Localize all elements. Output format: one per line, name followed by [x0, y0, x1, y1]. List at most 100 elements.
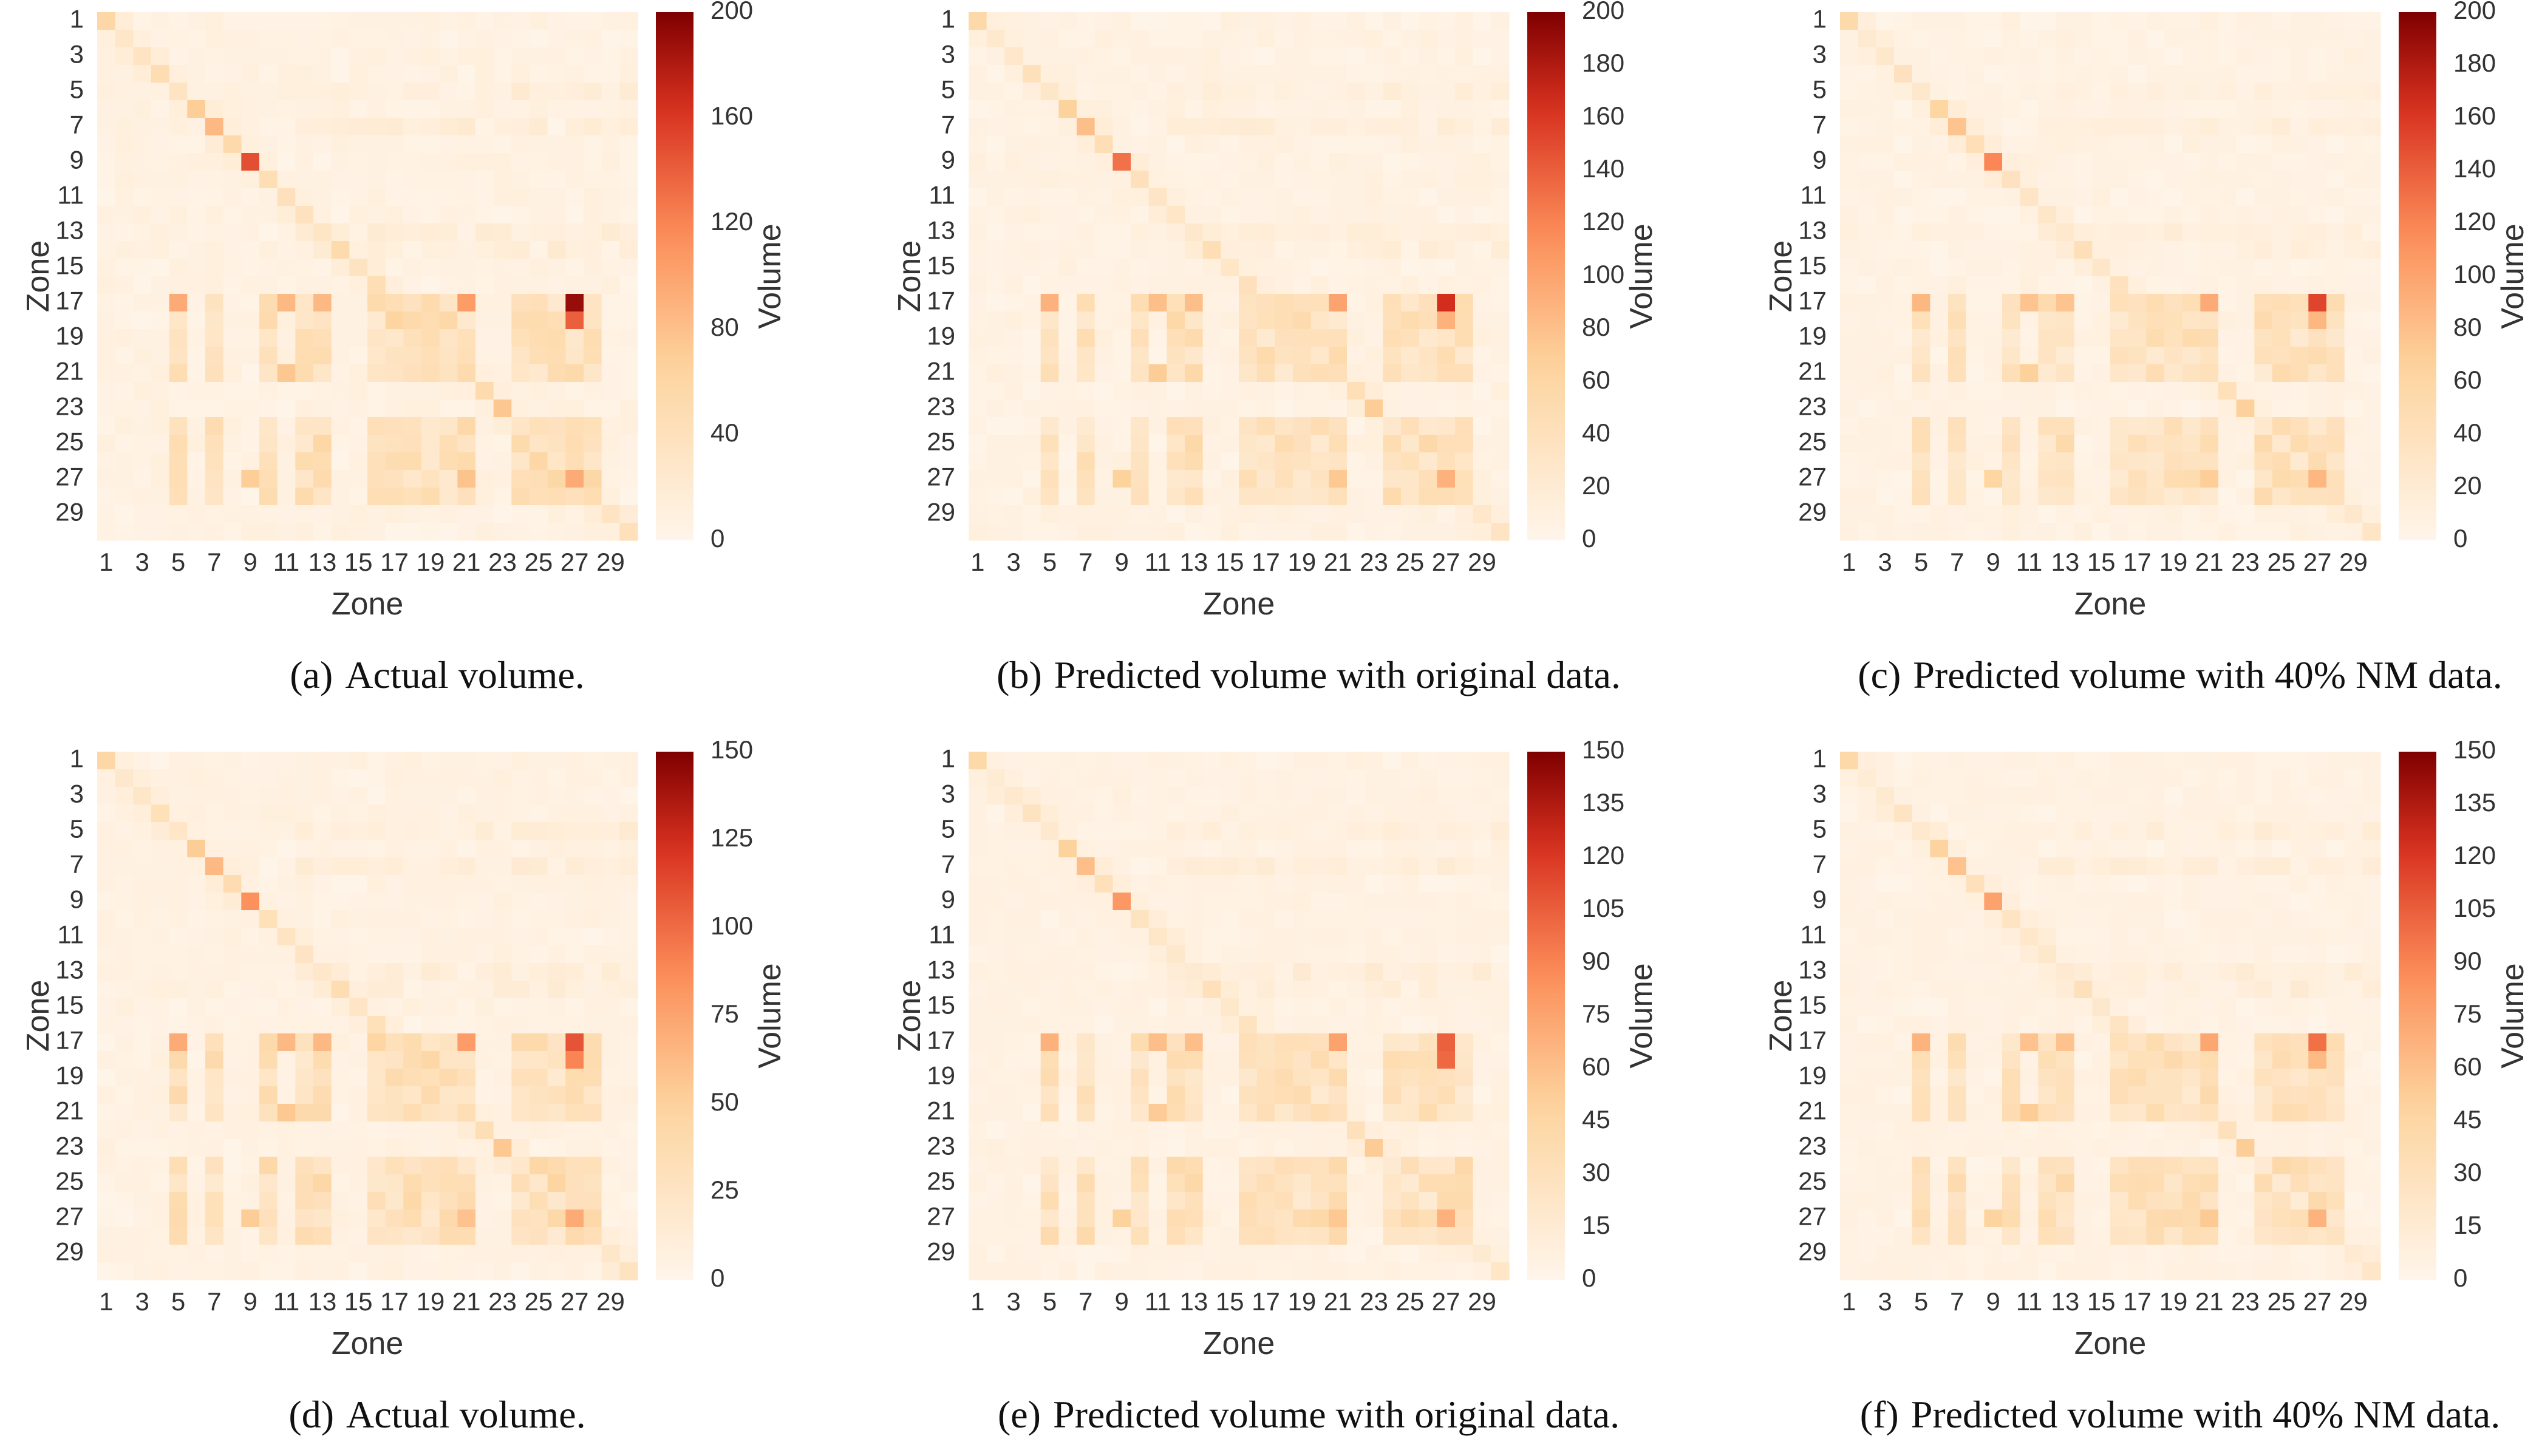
heatmap-cell — [1023, 30, 1041, 48]
heatmap-cell — [2020, 259, 2039, 277]
heatmap-cell — [1930, 488, 1949, 506]
heatmap-cell — [1113, 1104, 1131, 1122]
heatmap-cell — [601, 417, 620, 435]
heatmap-cell — [1437, 259, 1456, 277]
heatmap-cell — [1040, 963, 1059, 981]
heatmap-cell — [530, 400, 548, 418]
heatmap-cell — [1185, 382, 1204, 400]
heatmap-cell — [1131, 523, 1150, 541]
heatmap-cell — [584, 1227, 602, 1245]
heatmap-cell — [2110, 822, 2129, 840]
colorbar-label: Volume — [1624, 223, 1659, 328]
heatmap-cell — [1930, 329, 1949, 347]
heatmap-cell — [241, 910, 260, 928]
heatmap-cell — [1023, 171, 1041, 189]
heatmap-cell — [1419, 1174, 1437, 1192]
heatmap-cell — [2362, 435, 2381, 453]
heatmap-cell — [511, 787, 530, 805]
heatmap-cell — [1401, 400, 1420, 418]
heatmap-cell — [97, 206, 116, 224]
heatmap-cell — [241, 1069, 260, 1087]
heatmap-cell — [241, 47, 260, 66]
heatmap-cell — [457, 875, 476, 893]
heatmap-cell — [1113, 364, 1131, 383]
heatmap-cell — [584, 223, 602, 242]
heatmap-cell — [1473, 787, 1491, 805]
heatmap-cell — [97, 153, 116, 171]
heatmap-cell — [1948, 47, 1967, 66]
heatmap-cell — [205, 118, 224, 136]
heatmap-cell — [1383, 928, 1402, 946]
heatmap-cell — [1040, 910, 1059, 928]
heatmap-cell — [1329, 223, 1348, 242]
heatmap-panel-c: 1 3 5 7 9 11 13 15 17 19 21 23 25 27 29 1 3 5 7 9 11 13 15 17 19… — [1763, 0, 2525, 716]
heatmap-cell — [547, 118, 566, 136]
heatmap-cell — [1455, 981, 1474, 999]
heatmap-cell — [1256, 787, 1275, 805]
heatmap-cell — [1310, 981, 1329, 999]
heatmap-cell — [1419, 206, 1437, 224]
heatmap-cell — [2164, 523, 2183, 541]
heatmap-cell — [2344, 470, 2363, 488]
x-tick-label: 17 — [380, 1287, 409, 1316]
heatmap-cell — [565, 1016, 584, 1034]
heatmap-cell — [969, 840, 987, 858]
heatmap-cell — [1221, 12, 1239, 30]
heatmap-cell — [2128, 65, 2147, 83]
heatmap-cell — [2056, 523, 2075, 541]
heatmap-cell — [115, 1139, 134, 1157]
heatmap-cell — [1185, 1033, 1204, 1052]
heatmap-cell — [2290, 47, 2309, 66]
heatmap-cell — [2290, 400, 2309, 418]
heatmap-cell — [457, 100, 476, 118]
heatmap-cell — [1275, 135, 1293, 154]
heatmap-cell — [511, 276, 530, 294]
heatmap-cell — [1004, 875, 1023, 893]
heatmap-cell — [1310, 12, 1329, 30]
heatmap-cell — [1310, 822, 1329, 840]
heatmap-cell — [1113, 523, 1131, 541]
heatmap-cell — [133, 1245, 152, 1263]
heatmap-cell — [2182, 364, 2201, 383]
heatmap-cell — [1455, 188, 1474, 206]
heatmap-cell — [187, 805, 206, 823]
heatmap-cell — [403, 171, 422, 189]
heatmap-cell — [457, 1051, 476, 1069]
heatmap-cell — [313, 981, 332, 999]
heatmap-cell — [313, 188, 332, 206]
heatmap-cell — [1473, 840, 1491, 858]
heatmap-cell — [969, 981, 987, 999]
heatmap-cell — [2002, 276, 2021, 294]
heatmap-cell — [1004, 523, 1023, 541]
x-tick-label: 1 — [99, 1287, 113, 1316]
heatmap-cell — [133, 294, 152, 312]
heatmap-cell — [1984, 153, 2003, 171]
heatmap-cell — [1948, 241, 1967, 259]
heatmap-cell — [1058, 1121, 1077, 1140]
heatmap-cell — [1365, 1157, 1383, 1175]
heatmap-cell — [601, 171, 620, 189]
heatmap-cell — [403, 311, 422, 330]
heatmap-cell — [1329, 65, 1348, 83]
heatmap-cell — [2074, 206, 2093, 224]
heatmap-cell — [97, 805, 116, 823]
heatmap-cell — [1077, 822, 1096, 840]
heatmap-cell — [584, 822, 602, 840]
heatmap-cell — [969, 329, 987, 347]
heatmap-cell — [2182, 188, 2201, 206]
heatmap-cell — [1365, 998, 1383, 1016]
heatmap-cell — [2326, 417, 2345, 435]
heatmap-cell — [97, 382, 116, 400]
heatmap-cell — [584, 417, 602, 435]
heatmap-cell — [1185, 400, 1204, 418]
heatmap-cell — [1419, 1157, 1437, 1175]
heatmap-cell — [1094, 294, 1113, 312]
heatmap-cell — [2182, 822, 2201, 840]
heatmap-cell — [1840, 417, 1859, 435]
heatmap-cell — [1004, 171, 1023, 189]
heatmap-cell — [511, 1157, 530, 1175]
heatmap-cell — [1004, 83, 1023, 101]
heatmap-cell — [1455, 505, 1474, 523]
heatmap-cell — [1894, 364, 1913, 383]
